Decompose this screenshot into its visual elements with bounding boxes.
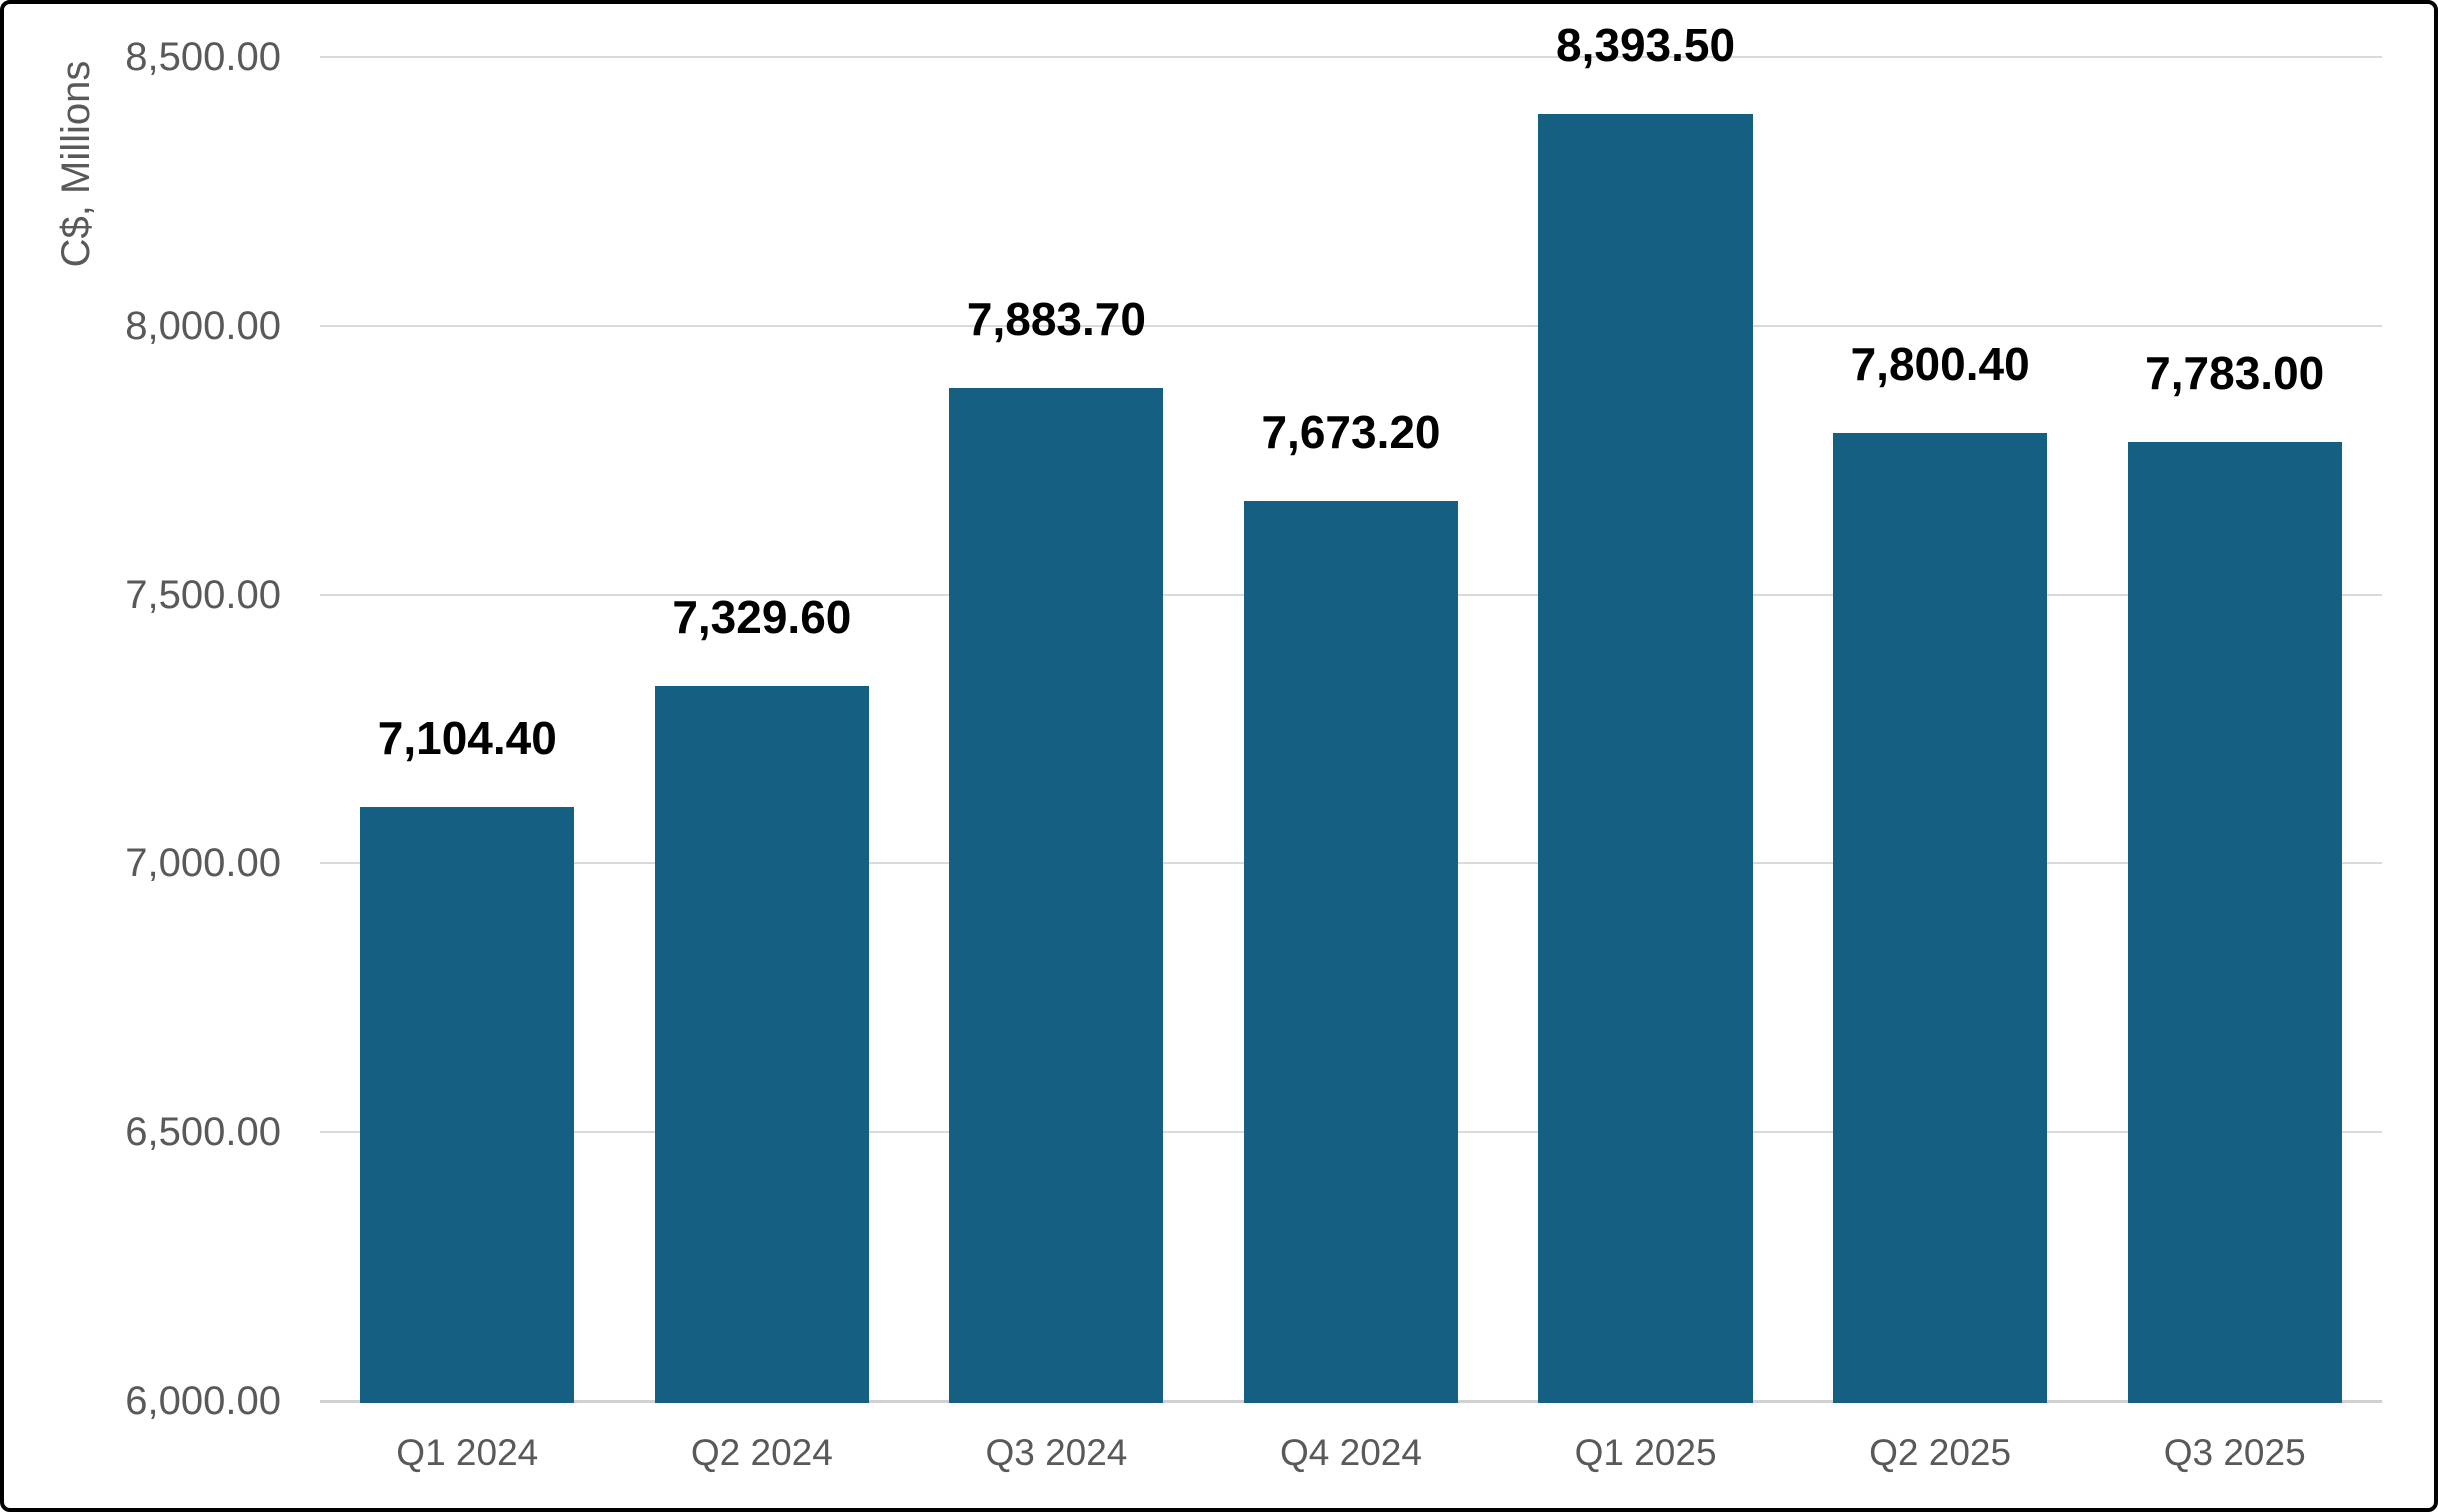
bar-value-label: 7,883.70 (966, 293, 1146, 346)
bar (949, 388, 1164, 1403)
y-axis-tick-label: 7,500.00 (125, 572, 281, 617)
gridline (320, 56, 2382, 58)
bar-value-label: 7,800.40 (1850, 338, 2030, 391)
x-axis-label: Q3 2025 (2163, 1432, 2306, 1473)
y-axis-tick-label: 6,500.00 (125, 1110, 281, 1155)
bar-value-label: 8,393.50 (1556, 19, 1736, 72)
bar-value-label: 7,329.60 (672, 591, 852, 644)
gridline (320, 324, 2382, 327)
bar-value-label: 7,104.40 (377, 712, 557, 765)
y-axis-tick-label: 6,000.00 (125, 1379, 281, 1423)
x-axis-label: Q2 2025 (1869, 1432, 2012, 1473)
y-axis-tick-label: 7,000.00 (125, 841, 281, 886)
y-axis-tick-label: 8,000.00 (125, 303, 281, 348)
x-axis-label: Q1 2025 (1574, 1432, 1717, 1473)
x-axis-label: Q4 2024 (1280, 1432, 1422, 1473)
bar (654, 686, 869, 1403)
bar (360, 807, 575, 1403)
x-axis-label: Q2 2024 (690, 1432, 833, 1473)
y-axis-tick-label: 8,500.00 (125, 35, 281, 79)
x-axis-label: Q1 2024 (396, 1432, 539, 1473)
bar-value-label: 7,673.20 (1261, 406, 1441, 459)
x-axis-label: Q3 2024 (985, 1432, 1128, 1473)
bar (1833, 433, 2048, 1403)
bar-value-label: 7,783.00 (2145, 347, 2325, 400)
bar (2127, 442, 2342, 1403)
bar (1538, 114, 1753, 1403)
bar (1243, 501, 1459, 1403)
